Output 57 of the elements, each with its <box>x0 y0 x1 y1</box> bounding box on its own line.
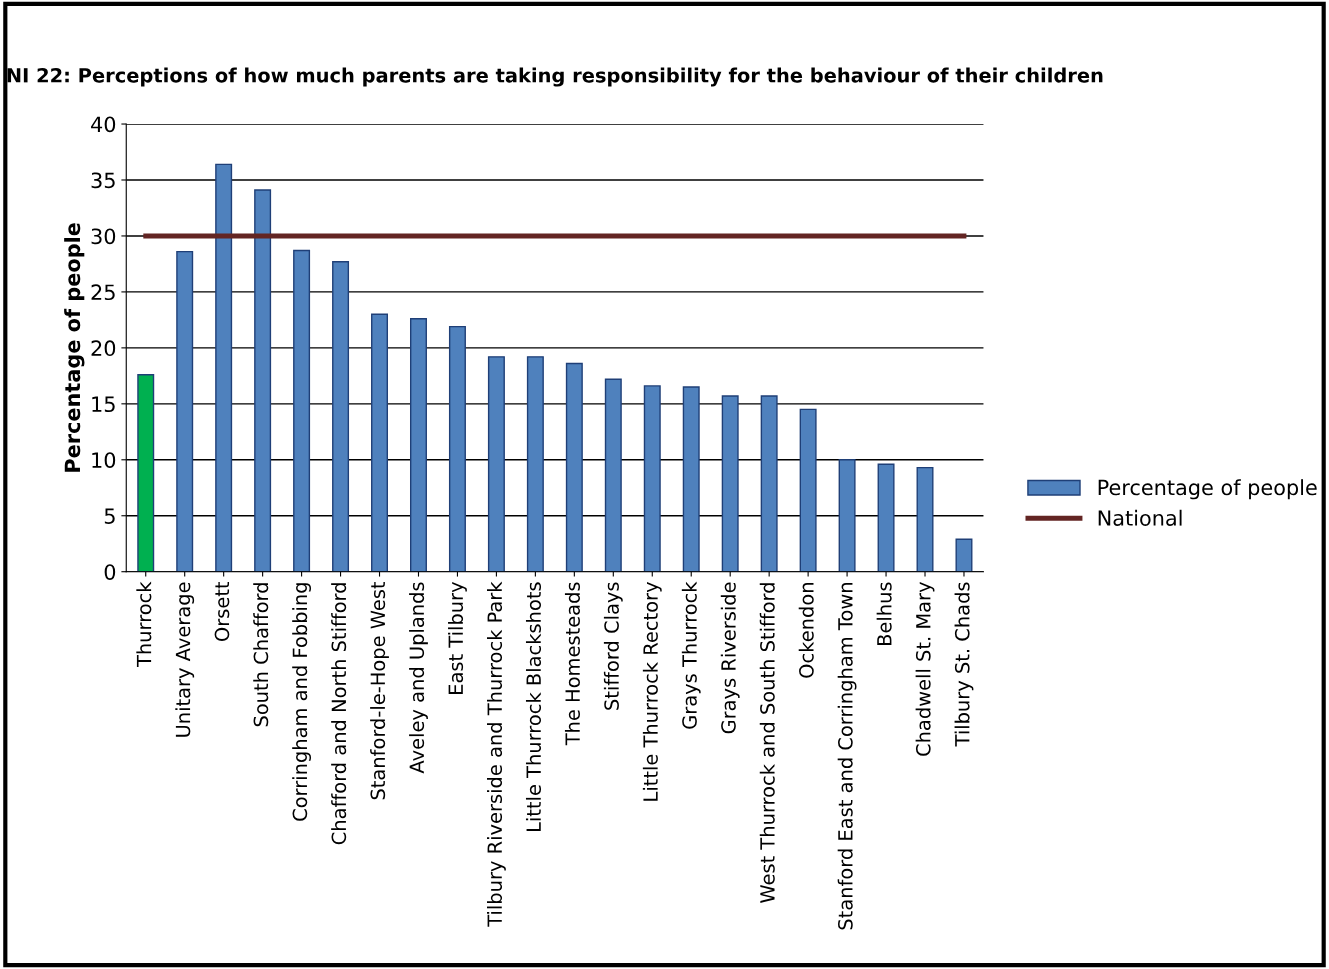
bar <box>565 362 583 572</box>
y-tick-label: 5 <box>104 508 115 524</box>
bar <box>916 466 934 572</box>
x-tick-label: Belhus <box>876 582 892 646</box>
bar <box>371 313 389 572</box>
bar <box>332 260 350 572</box>
x-tick-label: Thurrock <box>136 581 152 668</box>
y-axis-title: Percentage of people <box>64 223 85 472</box>
bar <box>176 250 194 572</box>
bar <box>721 395 739 572</box>
x-tick-label: South Chafford <box>253 583 269 727</box>
x-tick-label: Stanford East and Corringham Town <box>837 583 857 930</box>
y-tick-label: 35 <box>91 172 115 189</box>
legend-label: Percentage of people <box>1098 479 1317 500</box>
x-tick-label: Grays Riverside <box>720 582 740 734</box>
y-tick-label: 25 <box>91 284 115 301</box>
bar <box>215 163 233 572</box>
x-tick-label: Chadwell St. Mary <box>915 582 935 756</box>
x-tick-label: Corringham and Fobbing <box>292 583 311 821</box>
bar <box>137 374 155 572</box>
x-tick-label: Tilbury St. Chads <box>954 582 974 747</box>
x-tick-label: Grays Thurrock <box>681 581 701 729</box>
y-tick-label: 0 <box>104 564 116 580</box>
y-tick-label: 15 <box>92 396 115 413</box>
x-tick-label: Stifford Clays <box>603 582 623 710</box>
x-tick-label: Aveley and Uplands <box>409 582 428 774</box>
bar <box>409 318 427 572</box>
bar <box>643 385 661 572</box>
bar <box>254 189 272 572</box>
bar <box>877 463 895 572</box>
x-tick-label: Unitary Average <box>175 582 195 737</box>
bar <box>799 408 817 572</box>
bar <box>682 386 700 572</box>
x-tick-label: Ockendon <box>798 583 814 678</box>
bar <box>293 249 311 572</box>
bar <box>526 356 544 572</box>
x-tick-label: Little Thurrock Blackshots <box>525 582 542 832</box>
x-tick-label: Stanford-le-Hope West <box>370 581 389 800</box>
bar <box>448 325 466 572</box>
x-tick-label: East Tilbury <box>448 582 467 694</box>
x-tick-label: Chafford and North Stifford <box>331 583 347 845</box>
legend-label: National <box>1098 509 1182 526</box>
x-tick-label: Orsett <box>214 581 230 641</box>
x-tick-label: The Homesteads <box>564 582 580 746</box>
chart-title: NI 22: Perceptions of how much parents are taking responsibility for the behaviour of their children <box>7 67 1103 87</box>
y-tick-label: 10 <box>92 452 116 468</box>
y-tick-label: 20 <box>91 340 116 357</box>
bar <box>955 538 973 572</box>
x-tick-label: Little Thurrock Rectory <box>642 582 662 801</box>
y-tick-label: 30 <box>91 228 116 245</box>
x-tick-label: Tilbury Riverside and Thurrock Park <box>487 581 506 927</box>
bar <box>838 459 856 572</box>
bar <box>487 356 505 572</box>
bar <box>604 378 622 572</box>
x-tick-label: West Thurrock and South Stifford <box>759 583 775 903</box>
bar <box>760 395 778 572</box>
y-tick-label: 40 <box>91 116 116 133</box>
